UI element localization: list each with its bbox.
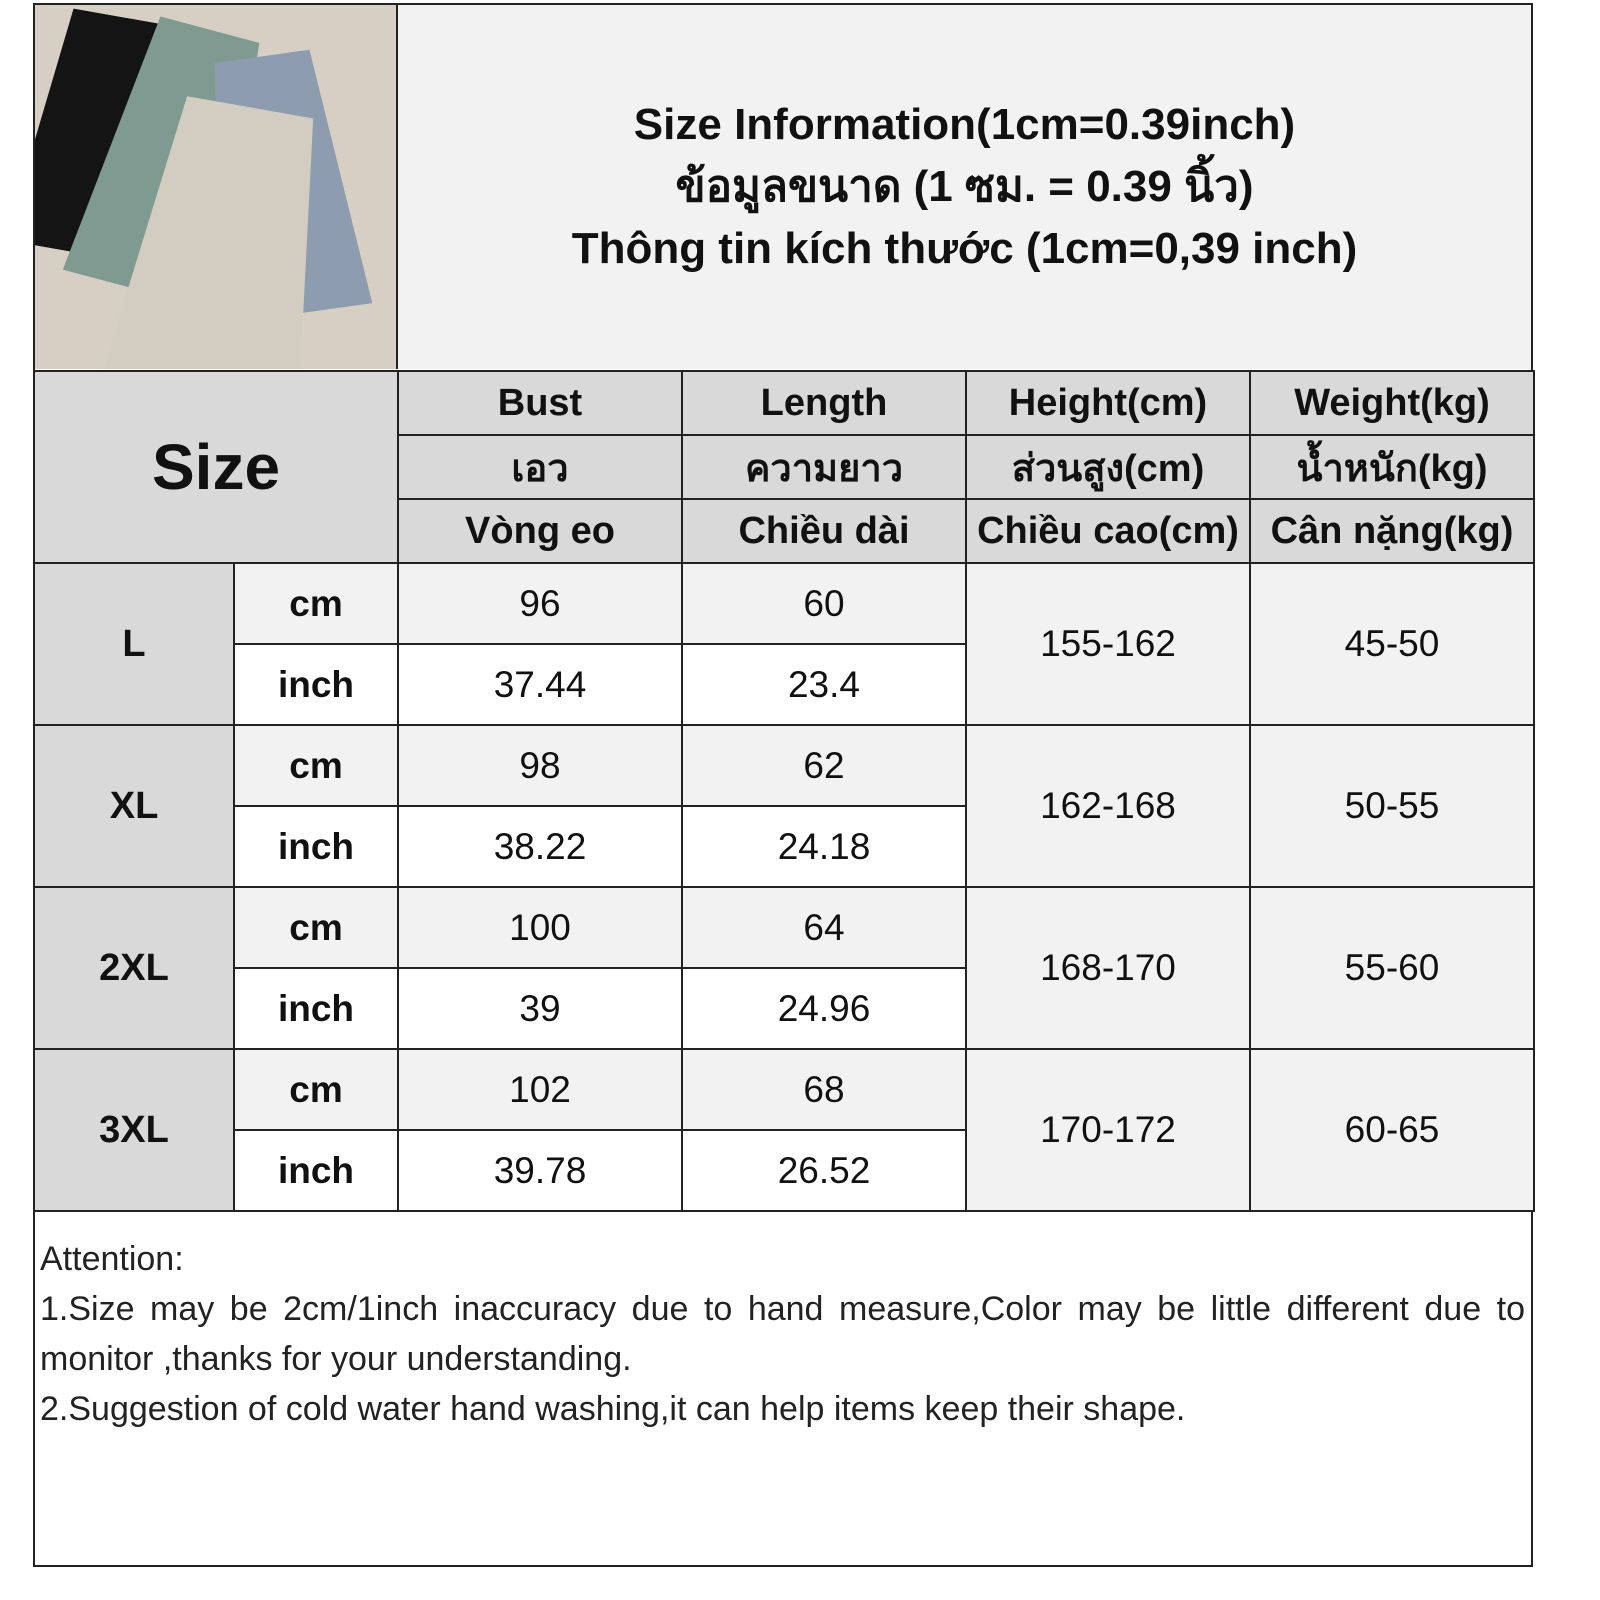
bust-cm-cell: 98 [397,724,683,807]
unit-inch-cell: inch [233,805,399,888]
column-header: Chiều cao(cm) [965,498,1251,564]
length-inch-cell: 24.96 [681,967,967,1050]
unit-cm-cell: cm [233,562,399,645]
weight-cell: 55-60 [1249,886,1535,1050]
table-row: 3XL cm 102 68 170-172 60-65 [33,1048,1535,1212]
column-header: Vòng eo [397,498,683,564]
bust-inch-cell: 39.78 [397,1129,683,1212]
unit-inch-cell: inch [233,967,399,1050]
weight-cell: 50-55 [1249,724,1535,888]
unit-cm-cell: cm [233,724,399,807]
attention-notes: Attention: 1.Size may be 2cm/1inch inacc… [40,1234,1525,1434]
notes-heading: Attention: [40,1240,184,1278]
table-row: inch 39 24.96 [34,967,1534,1050]
length-cm-cell: 64 [681,886,967,969]
weight-cell: 60-65 [1249,1048,1535,1212]
title-thai: ข้อมูลขนาด (1 ซม. = 0.39 นิ้ว) [675,162,1254,211]
table-row: inch 37.44 23.4 [34,643,1534,726]
unit-inch-cell: inch [233,643,399,726]
column-header: Chiều dài [681,498,967,564]
column-header: Bust [397,370,683,436]
size-cell: XL [33,724,235,888]
length-inch-cell: 24.18 [681,805,967,888]
column-header: ส่วนสูง(cm) [965,434,1251,500]
column-header: Height(cm) [965,370,1251,436]
column-header: ความยาว [681,434,967,500]
bust-inch-cell: 39 [397,967,683,1050]
size-table: Size Bust Length Height(cm) Weight(kg) เ… [33,370,1535,1212]
table-row: inch 39.78 26.52 [34,1129,1534,1212]
column-header: Length [681,370,967,436]
column-header: Weight(kg) [1249,370,1535,436]
note-2: 2.Suggestion of cold water hand washing,… [40,1390,1186,1428]
size-cell: 2XL [33,886,235,1050]
weight-cell: 45-50 [1249,562,1535,726]
note-1: 1.Size may be 2cm/1inch inaccuracy due t… [40,1290,1525,1378]
height-cell: 168-170 [965,886,1251,1050]
height-cell: 170-172 [965,1048,1251,1212]
bust-cm-cell: 100 [397,886,683,969]
title-vietnamese: Thông tin kích thước (1cm=0,39 inch) [571,224,1358,273]
length-cm-cell: 68 [681,1048,967,1131]
column-header: เอว [397,434,683,500]
bust-cm-cell: 96 [397,562,683,645]
unit-cm-cell: cm [233,1048,399,1131]
column-header: น้ำหนัก(kg) [1249,434,1535,500]
table-row: inch 38.22 24.18 [34,805,1534,888]
column-header: Cân nặng(kg) [1249,498,1535,564]
height-cell: 155-162 [965,562,1251,726]
length-cm-cell: 60 [681,562,967,645]
unit-inch-cell: inch [233,1129,399,1212]
table-row: 2XL cm 100 64 168-170 55-60 [33,886,1535,1050]
size-cell: L [33,562,235,726]
size-header: Size [33,370,399,564]
bust-inch-cell: 38.22 [397,805,683,888]
size-cell: 3XL [33,1048,235,1212]
size-info-title: Size Information(1cm=0.39inch) ข้อมูลขนา… [398,5,1531,369]
bust-cm-cell: 102 [397,1048,683,1131]
length-inch-cell: 26.52 [681,1129,967,1212]
length-cm-cell: 62 [681,724,967,807]
bust-inch-cell: 37.44 [397,643,683,726]
table-row: XL cm 98 62 162-168 50-55 [33,724,1535,888]
height-cell: 162-168 [965,724,1251,888]
unit-cm-cell: cm [233,886,399,969]
length-inch-cell: 23.4 [681,643,967,726]
product-photo [35,5,398,369]
title-english: Size Information(1cm=0.39inch) [633,100,1296,149]
